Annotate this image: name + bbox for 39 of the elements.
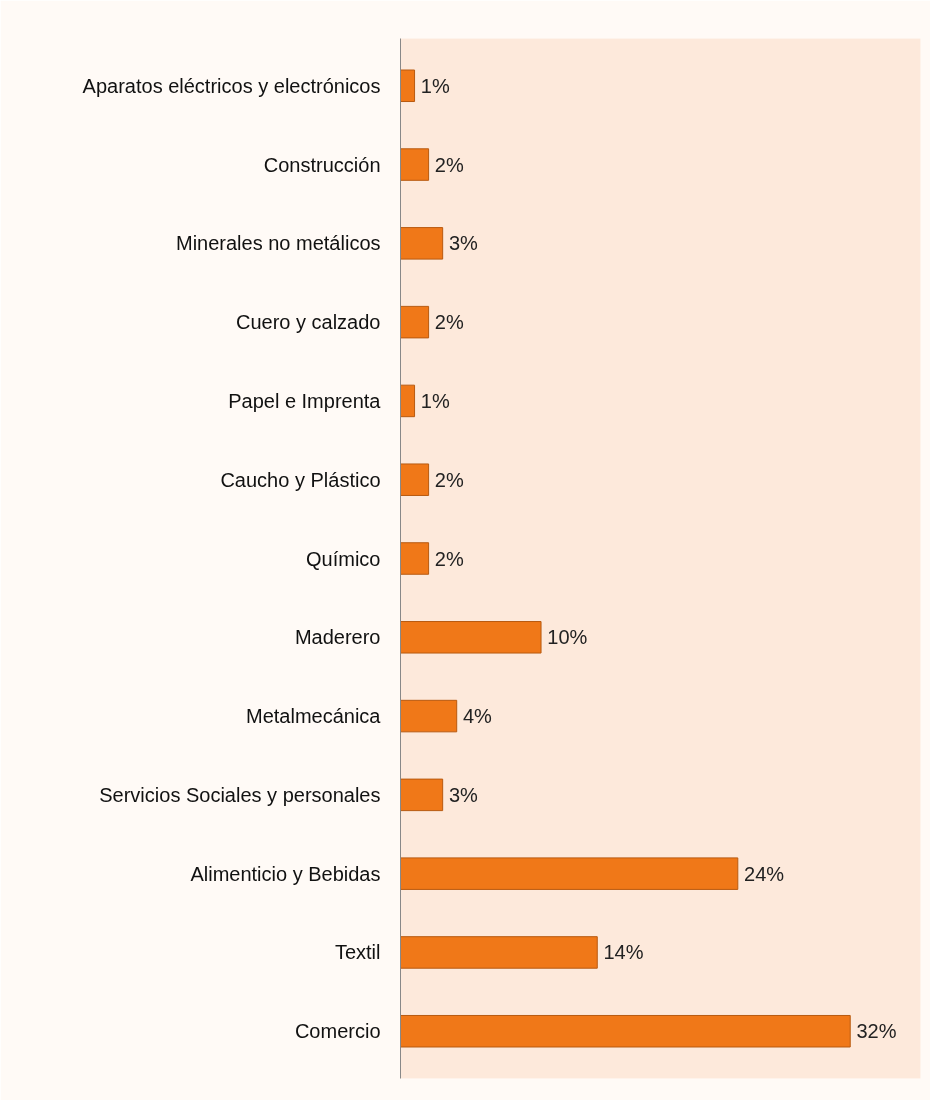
data-label: 32% <box>856 1020 897 1043</box>
data-label: 24% <box>744 862 785 885</box>
bar <box>400 778 444 812</box>
data-label: 2% <box>434 153 464 176</box>
data-label: 1% <box>420 74 450 97</box>
y-tick-label: Textil <box>334 941 381 964</box>
data-label: 2% <box>434 547 464 570</box>
bar <box>400 384 416 418</box>
data-label: 14% <box>603 941 644 964</box>
y-tick-label: Aparatos eléctricos y electrónicos <box>82 74 381 97</box>
data-label: 3% <box>448 783 479 806</box>
y-tick-label: Metalmecánica <box>246 705 382 728</box>
data-label: 2% <box>434 311 464 334</box>
bar <box>400 148 430 181</box>
data-label: 3% <box>448 232 479 255</box>
bar <box>400 463 430 496</box>
data-label: 4% <box>462 705 493 728</box>
y-tick-label: Maderero <box>294 626 381 649</box>
bar <box>400 305 430 339</box>
y-tick-label: Químico <box>306 547 381 570</box>
bar <box>400 227 444 260</box>
bar <box>400 621 542 654</box>
y-tick-label: Alimenticio y Bebidas <box>190 862 381 885</box>
bar <box>400 936 598 969</box>
bar <box>400 542 430 575</box>
data-label: 1% <box>420 389 450 412</box>
y-tick-label: Servicios Sociales y personales <box>99 783 381 806</box>
y-tick-label: Papel e Imprenta <box>228 389 382 412</box>
bar <box>400 857 739 890</box>
y-tick-label: Caucho y Plástico <box>220 468 381 491</box>
y-tick-label: Minerales no metálicos <box>175 232 381 255</box>
data-label: 2% <box>434 468 464 491</box>
y-tick-label: Cuero y calzado <box>235 311 381 334</box>
y-tick-label: Construcción <box>263 153 381 176</box>
bar <box>400 69 416 103</box>
bar <box>400 1014 851 1048</box>
bar <box>400 699 458 733</box>
data-label: 10% <box>547 626 588 649</box>
y-tick-label: Comercio <box>294 1020 381 1043</box>
